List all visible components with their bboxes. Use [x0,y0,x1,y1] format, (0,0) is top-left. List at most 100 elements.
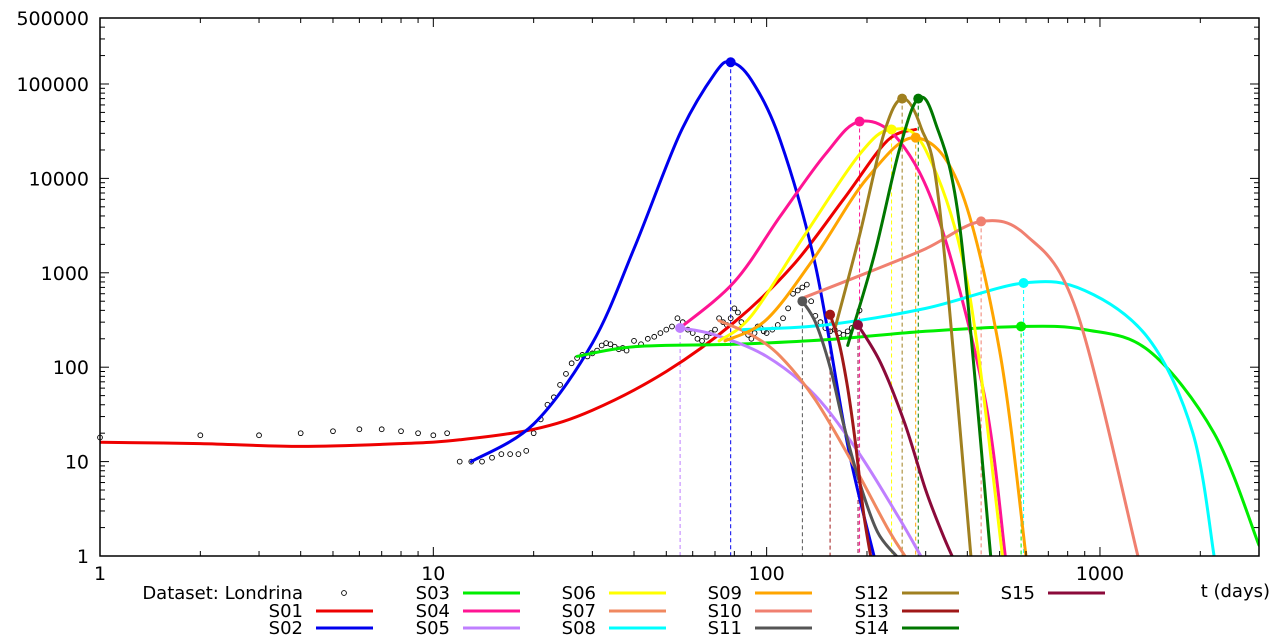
dataset-point [727,315,734,322]
peak-marker-s14 [913,93,924,104]
legend-label-s12: S12 [855,583,889,604]
dataset-point [803,281,810,288]
series-line-s02 [469,60,876,556]
dataset-point [694,335,701,342]
legend-label-s10: S10 [708,601,742,622]
dataset-point [456,458,463,465]
x-tick-label: 1000 [1076,563,1124,585]
dataset-point [657,330,664,336]
dataset-point [415,430,421,437]
legend-label-s09: S09 [708,583,742,604]
dataset-point [840,332,847,338]
peak-marker-s03 [1016,321,1027,332]
dataset-point [735,309,741,316]
x-axis-label: t (days) [1201,581,1270,602]
dataset-point [817,319,824,326]
series-line-s12 [833,97,973,556]
peak-marker-s11 [797,296,808,307]
dataset-point [563,371,569,377]
legend-label-s05: S05 [416,618,450,639]
x-tick-label: 10 [421,563,445,585]
peak-marker-s08 [1018,277,1029,288]
series-line-s14 [846,95,993,556]
dataset-point [785,305,791,312]
dataset-point [844,328,851,335]
dataset-point [799,284,806,291]
peak-marker-s04 [854,116,865,127]
peak-marker-s09 [910,132,921,143]
legend-label-s11: S11 [708,618,742,639]
y-tick-label: 500000 [16,8,89,30]
dataset-point [444,430,450,437]
dataset-point [663,326,670,333]
legend-label-dataset: Dataset: Londrina [142,583,303,604]
peak-marker-s10 [976,216,987,227]
legend: Dataset: LondrinaS01S02S03S04S05S06S07S0… [142,581,1270,639]
series-line-s13 [828,313,873,556]
legend-label-s06: S06 [562,583,596,604]
dataset-point [568,360,575,367]
legend-label-s13: S13 [855,601,889,622]
legend-label-s07: S07 [562,601,596,622]
legend-label-s14: S14 [855,618,889,639]
series-line-s15 [856,323,954,556]
dataset-points [97,281,863,465]
axes: 1 10 100 1000 1 10 100 1000 10000 100000 500000 [16,8,1260,585]
dataset-point [378,426,385,433]
dataset-point [790,290,796,297]
dataset-point [330,428,336,435]
series-line-s07 [717,319,907,556]
dataset-point [479,458,485,465]
dataset-point [763,330,770,336]
dataset-point [430,432,437,439]
x-tick-label: 100 [749,563,785,585]
legend-label-s15: S15 [1001,583,1035,604]
dataset-point [515,451,522,457]
dataset-point [731,305,738,312]
dataset-point [398,428,404,435]
dataset-point [674,315,681,322]
dataset-point [297,430,304,437]
plot-frame [99,17,1260,557]
x-tick-label: 1 [94,563,106,585]
series-line-s01 [100,127,918,448]
series-line-s08 [741,280,1216,556]
legend-label-s01: S01 [269,601,303,622]
legend-label-s03: S03 [416,583,450,604]
series-curves [100,60,1259,556]
peak-marker-s12 [897,93,908,104]
dataset-point [598,342,605,349]
legend-label-s08: S08 [562,618,596,639]
dataset-point [644,335,651,342]
dataset-point [356,426,363,433]
y-tick-label: 100000 [16,74,89,96]
dataset-point [703,333,710,340]
peak-marker-s06 [886,124,897,135]
dataset-point [523,447,530,454]
peak-marker-s15 [853,319,864,330]
dataset-point [530,430,537,437]
peak-markers [675,57,1029,334]
dataset-point [808,298,815,305]
dataset-point [712,326,718,333]
dataset-point [774,322,781,328]
y-tick-label: 100 [53,357,89,379]
series-line-s05 [678,326,923,556]
dataset-point [256,432,262,439]
dataset-point [607,341,614,348]
dataset-point [498,451,505,457]
legend-label-s04: S04 [416,601,450,622]
dataset-point [631,338,637,344]
peak-marker-s05 [675,323,686,334]
dataset-point [669,323,675,330]
dataset-point [489,454,495,461]
peak-guide-lines [679,62,1025,556]
peak-marker-s02 [725,57,736,68]
dataset-point [507,451,513,457]
dataset-point [197,432,204,439]
legend-label-s02: S02 [269,618,303,639]
dataset-point [651,333,658,340]
y-tick-label: 1000 [41,263,89,285]
series-line-s11 [800,299,898,556]
